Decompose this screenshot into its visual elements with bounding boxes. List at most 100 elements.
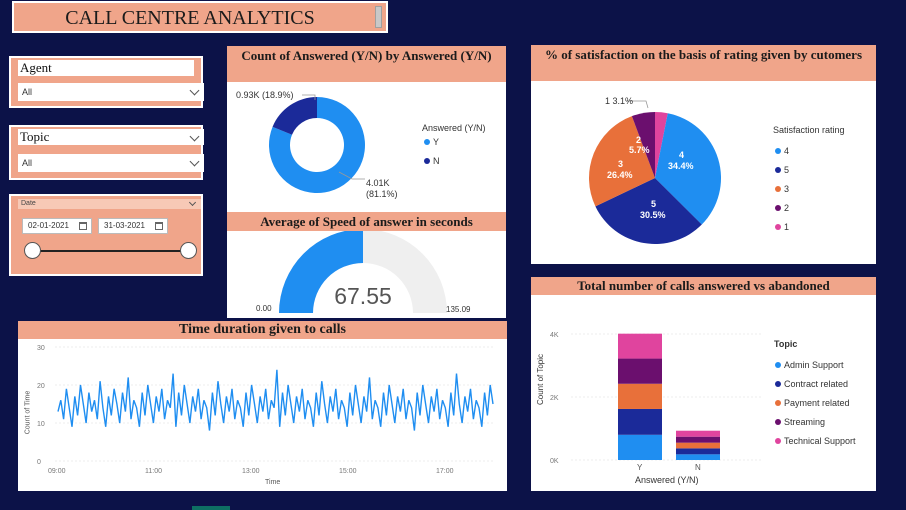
- bar-legend-title: Topic: [774, 339, 798, 349]
- bar-legend-label: Contract related: [784, 378, 849, 389]
- pie-label-4b: 34.4%: [668, 161, 694, 171]
- time-duration-title: Time duration given to calls: [18, 321, 507, 339]
- pie-slice-rating-1[interactable]: [655, 112, 668, 178]
- bar-ytick: 2K: [550, 395, 559, 402]
- pie-slice-rating-2[interactable]: [631, 112, 655, 178]
- bar-segment-n-technical-support[interactable]: [676, 430, 720, 437]
- time-ytick: 10: [37, 421, 45, 428]
- pie-legend-item[interactable]: 2: [775, 198, 789, 217]
- calendar-icon: [155, 222, 163, 230]
- date-start-input[interactable]: 02-01-2021: [22, 218, 92, 234]
- pie-leader-1: [626, 100, 649, 109]
- bar-legend-item[interactable]: Streaming: [775, 412, 856, 431]
- bar-legend-item[interactable]: Admin Support: [775, 355, 856, 374]
- bar-xtick: N: [695, 463, 701, 472]
- legend-dot-icon: [775, 166, 781, 173]
- date-slider-end-handle[interactable]: [180, 242, 197, 259]
- bar-legend-label: Payment related: [784, 397, 850, 408]
- date-slicer-header[interactable]: Date: [18, 198, 201, 209]
- answered-donut-title: Count of Answered (Y/N) by Answered (Y/N…: [227, 46, 506, 82]
- bar-segment-y-contract-related[interactable]: [618, 408, 662, 435]
- legend-dot-icon: [775, 223, 781, 230]
- satisfaction-pie-chart: 1 3.1% 2 5.7% 3 26.4% 4 34.4% 5 30.5% Sa…: [531, 81, 876, 264]
- pie-slice-rating-4[interactable]: [655, 113, 721, 225]
- pie-slice-rating-5[interactable]: [595, 178, 702, 244]
- pie-label-2a: 2: [636, 135, 642, 145]
- donut-slice-y[interactable]: [269, 97, 365, 193]
- topic-slicer: Topic All: [9, 125, 204, 180]
- topic-dropdown[interactable]: All: [18, 154, 204, 172]
- calendar-icon: [79, 222, 87, 230]
- topic-slicer-label-text: Topic: [20, 129, 50, 144]
- legend-dot-icon: [775, 185, 781, 192]
- pie-legend: 4 5 3 2 1: [775, 141, 789, 236]
- time-xtick: 09:00: [48, 468, 66, 475]
- bar-legend-item[interactable]: Contract related: [775, 374, 856, 393]
- chevron-down-icon: [189, 85, 200, 96]
- date-end-input[interactable]: 31-03-2021: [98, 218, 168, 234]
- pie-slice-rating-3[interactable]: [589, 116, 655, 207]
- bar-xlabel: Answered (Y/N): [635, 475, 699, 485]
- bar-segment-n-contract-related[interactable]: [676, 448, 720, 455]
- date-slider-start-handle[interactable]: [24, 242, 41, 259]
- pie-legend-item[interactable]: 5: [775, 160, 789, 179]
- satisfaction-pie-svg: [589, 100, 721, 244]
- bar-segment-n-admin-support[interactable]: [676, 454, 720, 460]
- pie-legend-item[interactable]: 3: [775, 179, 789, 198]
- legend-dot-icon: [775, 399, 781, 406]
- time-ytick: 20: [37, 383, 45, 390]
- title-scrollbar[interactable]: [375, 6, 382, 28]
- speed-gauge-chart: 67.55 0.00 135.09: [227, 229, 506, 318]
- pie-legend-label: 5: [784, 164, 790, 175]
- speed-gauge-svg: [279, 229, 447, 313]
- answered-donut-chart: 0.93K (18.9%) 4.01K (81.1%) Answered (Y/…: [227, 82, 506, 214]
- bar-segment-y-streaming[interactable]: [618, 358, 662, 384]
- legend-dot-icon: [775, 418, 781, 425]
- bar-ylabel: Count of Topic: [536, 354, 545, 405]
- donut-legend-y-label: Y: [433, 137, 440, 147]
- bar-legend-item[interactable]: Payment related: [775, 393, 856, 412]
- donut-slice-n[interactable]: [272, 97, 317, 135]
- time-xlabel: Time: [265, 479, 281, 486]
- pie-legend-item[interactable]: 1: [775, 217, 789, 236]
- time-ytick: 30: [37, 345, 45, 352]
- title-banner: CALL CENTRE ANALYTICS: [12, 1, 388, 33]
- speed-gauge-title: Average of Speed of answer in seconds: [227, 212, 506, 231]
- legend-dot-icon: [424, 158, 430, 164]
- gauge-value: 67.55: [334, 283, 392, 309]
- pie-label-2b: 5.7%: [629, 145, 650, 155]
- topic-slicer-label[interactable]: Topic: [18, 129, 204, 145]
- legend-dot-icon: [775, 437, 781, 444]
- pie-legend-item[interactable]: 4: [775, 141, 789, 160]
- pie-label-3b: 26.4%: [607, 170, 633, 180]
- bar-segment-y-technical-support[interactable]: [618, 333, 662, 359]
- time-duration-svg: 30 20 10 0 09:00 11:00 13:00 15:00 17:00: [37, 345, 495, 475]
- bar-legend: Admin Support Contract related Payment rel…: [775, 355, 856, 450]
- bar-segment-n-payment-related[interactable]: [676, 442, 720, 449]
- bar-segment-y-admin-support[interactable]: [618, 434, 662, 460]
- bar-segment-y-payment-related[interactable]: [618, 383, 662, 409]
- donut-leader-y: [338, 171, 365, 180]
- date-slicer: Date 02-01-2021 31-03-2021: [9, 194, 203, 276]
- legend-dot-icon: [775, 204, 781, 211]
- date-slider-track: [31, 250, 189, 252]
- time-series-line[interactable]: [57, 369, 494, 431]
- chevron-down-icon: [189, 131, 200, 142]
- donut-label-y-pct: (81.1%): [366, 189, 398, 199]
- chevron-down-icon: [188, 198, 197, 207]
- legend-dot-icon: [775, 147, 781, 154]
- donut-legend-n[interactable]: N: [424, 156, 440, 166]
- bar-legend-label: Streaming: [784, 416, 826, 427]
- time-xtick: 13:00: [242, 468, 260, 475]
- donut-legend-y[interactable]: Y: [424, 137, 439, 147]
- donut-label-n: 0.93K (18.9%): [236, 90, 294, 100]
- pie-label-4a: 4: [679, 150, 685, 160]
- pie-label-1: 1 3.1%: [605, 96, 634, 106]
- date-start-value: 02-01-2021: [28, 221, 69, 230]
- bar-segment-n-streaming[interactable]: [676, 436, 720, 443]
- agent-dropdown[interactable]: All: [18, 83, 204, 101]
- pie-label-5a: 5: [651, 199, 657, 209]
- topic-dropdown-value: All: [22, 158, 33, 168]
- bar-legend-item[interactable]: Technical Support: [775, 431, 856, 450]
- time-xtick: 11:00: [145, 468, 162, 475]
